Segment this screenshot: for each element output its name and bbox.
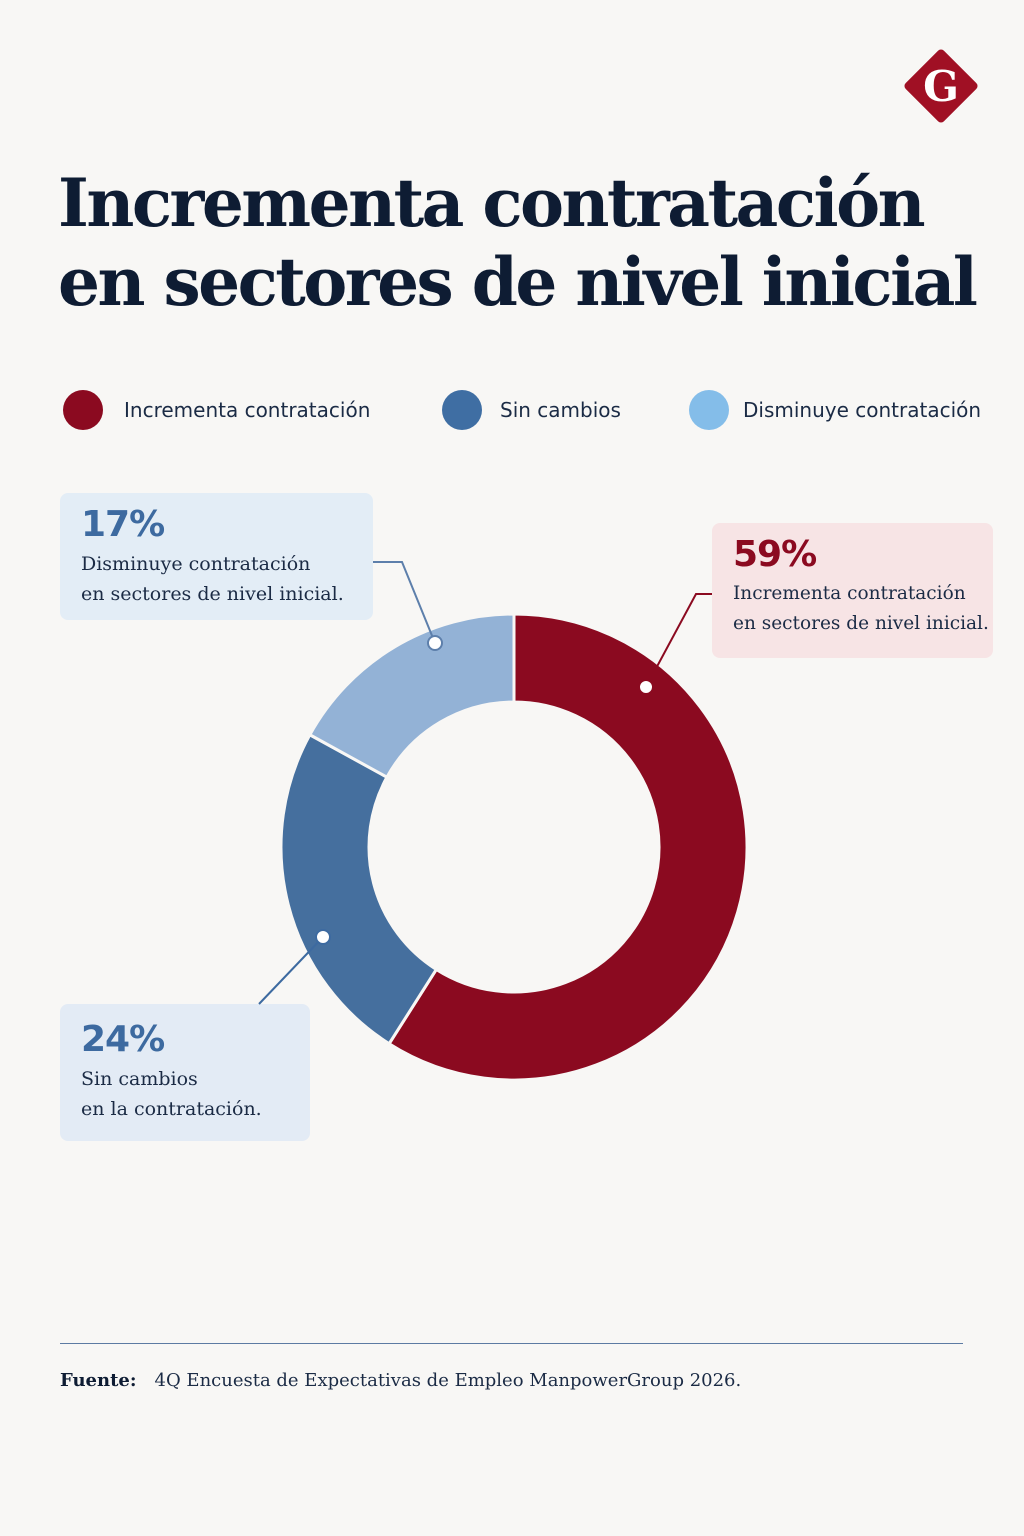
leader-line-sin-cambios: [258, 936, 324, 1005]
logo-letter: G: [923, 62, 959, 111]
slice-sin-cambios: [279, 732, 439, 1046]
callout-pct-disminuye: 17%: [81, 504, 165, 545]
legend-label-disminuye: Disminuye contratación: [743, 398, 982, 422]
title-line-2: en sectores de nivel inicial: [58, 243, 978, 321]
callout-desc-incrementa: Incrementa contratación en sectores de n…: [733, 583, 989, 634]
legend-item-incrementa: Incrementa contratación: [63, 390, 370, 430]
callout-sin-cambios: 24% Sin cambios en la contratación.: [60, 1004, 310, 1141]
callout-desc-disminuye: Disminuye contratación en sectores de ni…: [81, 553, 344, 605]
callout-pct-incrementa: 59%: [733, 534, 817, 575]
source-note: Fuente: 4Q Encuesta de Expectativas de Em…: [60, 1370, 741, 1391]
legend-item-disminuye: Disminuye contratación: [689, 390, 981, 430]
leader-dot-disminuye: [427, 635, 443, 651]
leader-line-disminuye: [373, 561, 436, 644]
callout-disminuye: 17% Disminuye contratación en sectores d…: [60, 493, 373, 620]
callout-pct-sin-cambios: 24%: [81, 1019, 165, 1060]
legend-label-sin-cambios: Sin cambios: [500, 398, 621, 422]
callout-incrementa: 59% Incrementa contratación en sectores …: [712, 523, 993, 658]
slice-disminuye: [307, 612, 516, 780]
legend-label-incrementa: Incrementa contratación: [124, 398, 371, 422]
source-label: Fuente:: [60, 1370, 137, 1391]
footer-rule: [60, 1343, 963, 1344]
legend-swatch-sin-cambios: [442, 390, 482, 430]
leader-dot-incrementa: [638, 679, 654, 695]
callout-desc-sin-cambios: Sin cambios en la contratación.: [81, 1068, 262, 1120]
slice-incrementa: [387, 612, 749, 1082]
page-title: Incrementa contratación en sectores de n…: [58, 164, 978, 322]
legend-swatch-disminuye: [689, 390, 729, 430]
legend-swatch-incrementa: [63, 390, 103, 430]
source-text: 4Q Encuesta de Expectativas de Empleo Ma…: [154, 1370, 742, 1391]
leader-line-incrementa: [645, 593, 712, 688]
leader-dot-sin-cambios: [315, 929, 331, 945]
brand-logo: G: [904, 49, 978, 123]
title-line-1: Incrementa contratación: [58, 164, 926, 242]
legend-item-sin-cambios: Sin cambios: [442, 390, 621, 430]
